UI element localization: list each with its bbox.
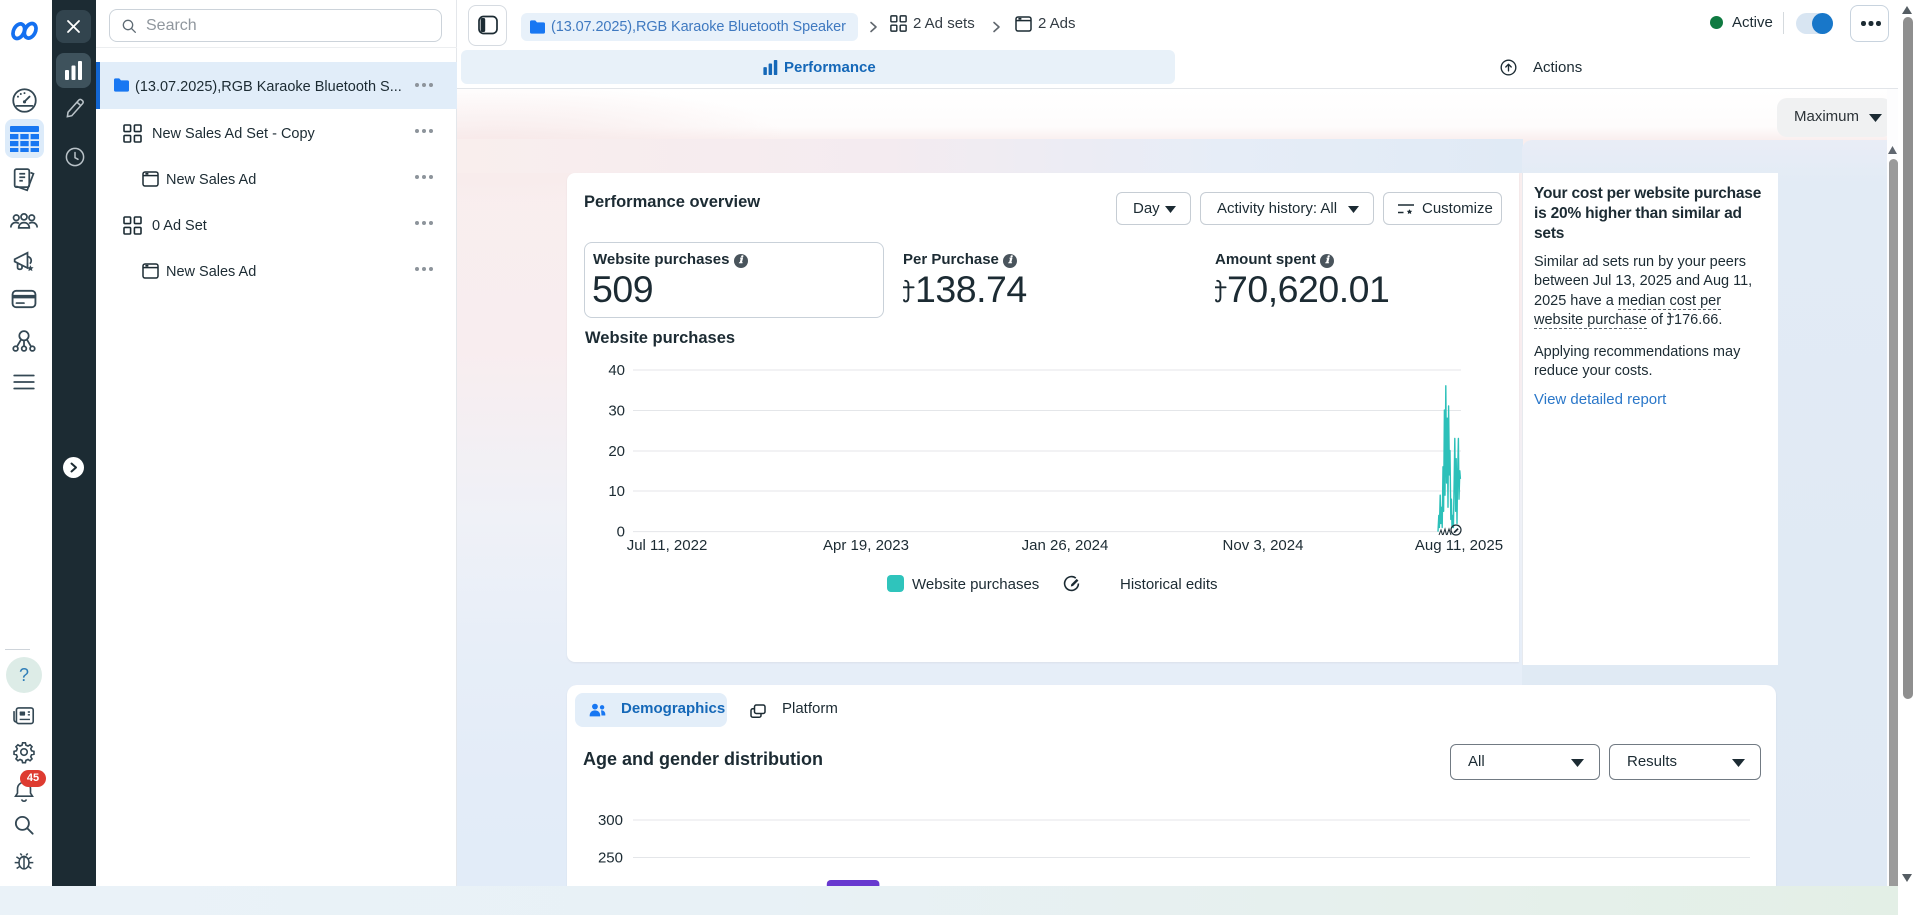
svg-text:20: 20 bbox=[608, 443, 625, 460]
svg-text:300: 300 bbox=[598, 812, 623, 829]
svg-text:Nov 3, 2024: Nov 3, 2024 bbox=[1223, 537, 1304, 554]
svg-text:30: 30 bbox=[608, 403, 625, 420]
svg-text:10: 10 bbox=[608, 483, 625, 500]
svg-text:Jan 26, 2024: Jan 26, 2024 bbox=[1022, 537, 1109, 554]
svg-text:250: 250 bbox=[598, 850, 623, 867]
svg-text:40: 40 bbox=[608, 362, 625, 379]
svg-text:0: 0 bbox=[617, 524, 625, 541]
svg-text:Aug 11, 2025: Aug 11, 2025 bbox=[1415, 537, 1503, 554]
svg-text:Jul 11, 2022: Jul 11, 2022 bbox=[627, 537, 708, 554]
svg-text:Apr 19, 2023: Apr 19, 2023 bbox=[823, 537, 909, 554]
